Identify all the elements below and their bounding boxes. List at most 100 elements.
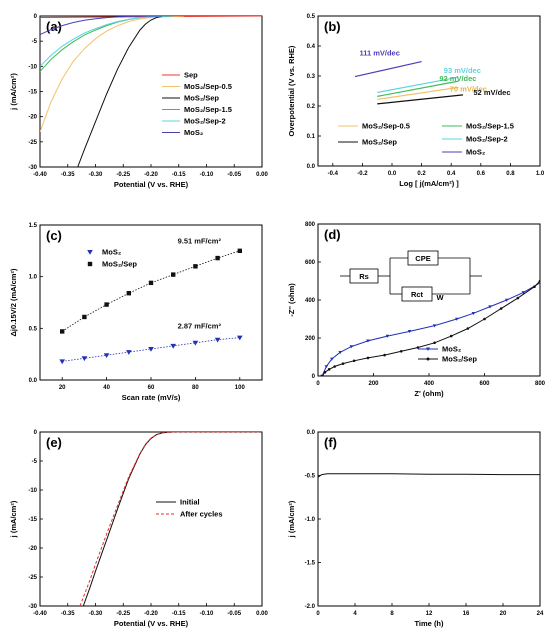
- y-axis-label: j (mA/cm²): [9, 73, 18, 111]
- data-point: [320, 374, 324, 376]
- y-tick-label: -30: [28, 165, 37, 171]
- x-tick-label: -0.30: [89, 611, 103, 617]
- data-point: [215, 255, 220, 261]
- legend-entry: Sep: [162, 71, 198, 80]
- y-tick-label: 0.0: [307, 164, 316, 170]
- legend-label: MoS₂/Sep: [184, 94, 219, 103]
- x-tick-label: 8: [390, 611, 394, 617]
- data-point: [483, 317, 486, 321]
- x-tick-label: 0.8: [506, 171, 515, 177]
- data-point: [171, 272, 176, 277]
- panel-label: (f): [324, 435, 337, 450]
- y-tick-label: 0.3: [307, 74, 316, 80]
- x-tick-label: -0.15: [172, 611, 186, 617]
- data-point: [385, 334, 390, 338]
- y-axis-label: -Z'' (ohm): [287, 283, 296, 317]
- x-tick-label: -0.40: [33, 611, 47, 617]
- data-point: [352, 359, 356, 363]
- series-line-current: [318, 473, 540, 478]
- legend-entry: MoS₂/Sep-0.5: [338, 122, 410, 131]
- x-tick-label: 600: [479, 381, 490, 387]
- data-layer: [354, 61, 464, 105]
- x-tick-label: -0.20: [144, 611, 158, 617]
- panel-a: -0.40 -0.35 -0.30 -0.25 -0.20 -0.15 -0.10 -0.05…: [9, 14, 268, 189]
- x-axis-label: Scan rate (mV/s): [122, 393, 181, 402]
- series-line-mos-sep-1-5: [377, 80, 459, 97]
- y-tick-label: 0.0: [29, 378, 38, 384]
- data-point: [366, 339, 370, 343]
- x-tick-label: -0.2: [357, 171, 368, 177]
- legend-entry: MoS₂: [162, 128, 203, 137]
- legend-entry: MoS₂/Sep-1.5: [442, 122, 514, 131]
- data-point: [327, 368, 331, 371]
- panel-f: 0 4 8 12 16 20 24 0.0 -0.5 -1.0 -1.5 -2.0 Time (h) j …: [287, 430, 544, 628]
- legend-label: MoS₂/Sep-2: [184, 117, 226, 126]
- legend-label: MoS₂/Sep-0.5: [184, 82, 232, 91]
- y-tick-label: -5: [32, 39, 38, 45]
- panel-label: (c): [46, 228, 62, 243]
- series-line-mos-: [354, 61, 422, 78]
- legend-entry: MoS₂/Sep: [87, 260, 137, 269]
- x-tick-label: 24: [537, 611, 544, 617]
- y-tick-label: 200: [305, 336, 316, 342]
- legend-entry: Initial: [156, 498, 200, 507]
- y-tick-label: -20: [28, 546, 37, 552]
- data-point: [214, 337, 221, 343]
- x-tick-label: -0.35: [61, 172, 75, 178]
- legend-label: After cycles: [180, 510, 223, 519]
- data-point: [148, 347, 154, 352]
- data-point: [237, 335, 243, 341]
- legend-entry: After cycles: [156, 510, 223, 519]
- y-tick-label: -25: [28, 575, 37, 581]
- y-tick-label: 800: [305, 222, 316, 228]
- plot-frame: [317, 15, 541, 167]
- x-tick-label: 0.00: [256, 611, 268, 617]
- y-tick-label: 0.1: [307, 134, 316, 140]
- legend-entry: MoS₂/Sep-1.5: [162, 105, 232, 114]
- data-point: [466, 327, 470, 330]
- y-tick-label: 0.5: [307, 14, 316, 20]
- x-tick-label: -0.20: [144, 172, 158, 178]
- x-axis-label: Time (h): [414, 619, 444, 628]
- data-layer: [40, 16, 262, 167]
- data-point: [349, 345, 354, 349]
- x-tick-label: 40: [103, 385, 110, 391]
- legend-label: MoS₂: [184, 128, 203, 137]
- x-tick-label: -0.05: [227, 611, 241, 617]
- data-point: [449, 334, 453, 338]
- legend-label: MoS₂/Sep: [102, 260, 137, 269]
- data-point: [488, 305, 492, 309]
- x-tick-label: 4: [353, 611, 357, 617]
- legend-marker: [426, 357, 430, 361]
- x-tick-label: 400: [424, 381, 435, 387]
- x-tick-label: 800: [535, 381, 546, 387]
- data-point: [126, 291, 131, 296]
- circuit-label: CPE: [415, 254, 430, 263]
- y-tick-label: -15: [28, 517, 37, 523]
- y-tick-label: -0.5: [305, 474, 316, 480]
- y-tick-label: -15: [28, 90, 37, 96]
- data-point: [341, 362, 345, 365]
- panel-d: 0 200 400 600 800 0 200 400 600 800 Z' (ohm) -Z'' (…: [287, 222, 546, 398]
- y-tick-label: -25: [28, 140, 37, 146]
- series-line-mos-sep: [377, 94, 464, 105]
- y-tick-label: -1.0: [305, 517, 316, 523]
- data-point: [333, 365, 336, 368]
- slope-annotation: 92 mV/dec: [439, 74, 476, 83]
- x-tick-label: -0.30: [89, 172, 103, 178]
- data-point: [193, 264, 198, 269]
- data-point: [103, 353, 110, 358]
- x-tick-label: 16: [463, 611, 470, 617]
- legend-label: MoS₂/Sep: [442, 355, 477, 364]
- y-tick-label: 400: [305, 298, 316, 304]
- legend-entry: MoS₂/Sep-2: [442, 135, 508, 144]
- x-tick-label: 0: [316, 381, 320, 387]
- data-point: [533, 285, 536, 289]
- x-tick-label: -0.10: [200, 611, 214, 617]
- y-tick-label: -5: [32, 459, 38, 465]
- data-point: [60, 329, 65, 334]
- y-tick-label: 0.0: [307, 430, 316, 436]
- data-point: [416, 346, 420, 349]
- y-tick-label: 1.0: [29, 275, 38, 281]
